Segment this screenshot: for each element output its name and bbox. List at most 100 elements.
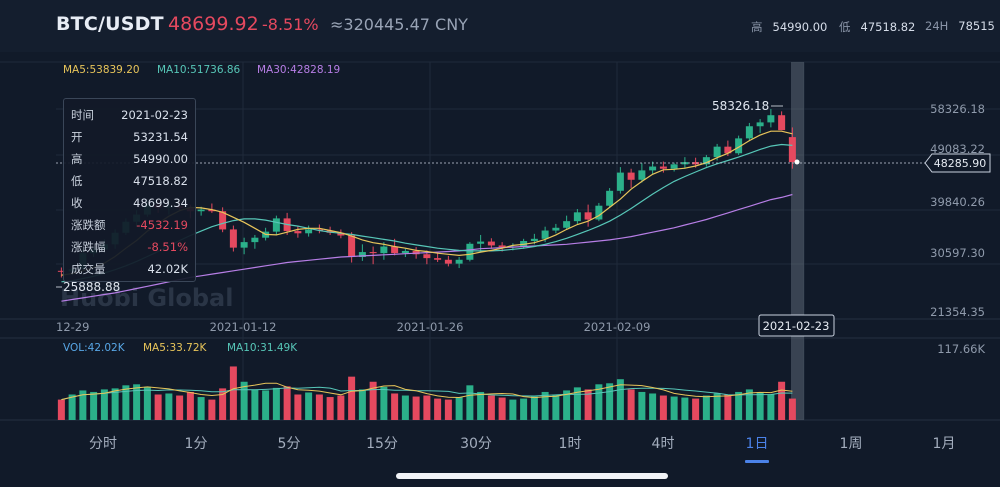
high-value: 54990.00 [772,20,828,34]
date-tick-label: 2021-02-09 [584,320,651,334]
volume-bar [563,390,571,420]
volume-bar [659,395,667,420]
volume-ma10-line [61,386,793,401]
volume-bar [638,391,646,420]
tooltip-value: 48699.34 [133,196,188,210]
volume-bar [692,398,700,420]
volume-bar [154,394,162,420]
interval-tab[interactable]: 30分 [460,436,492,452]
price-tick-label: 49083.22 [930,142,985,156]
price-tick-label: 58326.18 [930,102,985,116]
candle-body [563,221,571,228]
volume-bar [240,381,248,420]
candle-body [702,157,710,165]
volume-bar [584,389,592,420]
volume-bar [90,391,98,420]
low-value: 47518.82 [860,20,916,34]
cny-equivalent: ≈320445.47 CNY [330,15,468,34]
candle-body [337,232,345,236]
candle-body [767,115,775,123]
volume-bar [455,397,463,420]
legend-ma30: MA30:42828.19 [257,64,340,76]
volume-bar [520,398,528,420]
low-24h: 低 47518.82 [839,19,915,35]
tooltip-label: 涨跌额 [71,218,106,232]
tooltip-value: -4532.19 [136,218,188,232]
candle-body [229,229,237,248]
interval-tab[interactable]: 5分 [277,436,301,452]
candle-body [778,115,786,131]
vol24-label: 24H [925,19,949,33]
volume-bars [57,366,796,420]
tooltip-label: 时间 [71,108,94,122]
candle-body [358,252,366,258]
trading-pair[interactable]: BTC/USDT [56,13,164,35]
volume-bar [767,394,775,420]
tooltip-row: 低 47518.82 [71,170,188,192]
candle-body [240,242,248,248]
price-tick-label: 21354.35 [930,305,985,319]
date-axis: 12-29 2021-01-12 2021-01-26 2021-02-09 [56,320,650,334]
candle-body [627,172,635,180]
volume-bar [509,399,517,420]
crosshair-date-text: 2021-02-23 [763,319,830,333]
interval-tab[interactable]: 分时 [89,436,117,452]
tooltip-row: 成交量 42.02K [71,258,188,280]
volume-bar [606,383,614,420]
candle-body [391,246,399,254]
volume-bar [735,391,743,420]
tooltip-row: 涨跌幅 -8.51% [71,236,188,258]
tooltip-value: 47518.82 [133,174,188,188]
volume-bar [530,396,538,420]
volume-bar [143,386,151,420]
volume-bar [294,394,302,420]
candle-body [649,166,657,171]
interval-tab[interactable]: 15分 [366,436,398,452]
volume-ma-lines [61,382,793,401]
candle-body [434,258,442,260]
interval-tab[interactable]: 1分 [184,436,208,452]
date-tick-label: 2021-01-12 [210,320,277,334]
candle-body [606,190,614,206]
volume-bar [670,396,678,420]
interval-tab[interactable]: 1月 [932,436,956,452]
volume-bar [788,398,796,420]
volume-bar [122,385,130,420]
volume-bar [251,389,259,420]
kline-chart-svg[interactable]: Huobi Global 48285.90 58326.18 25888.88 … [0,52,1000,425]
volume-bar [724,394,732,420]
candle-body [670,164,678,169]
volume-bar [305,392,313,420]
tooltip-value: 42.02K [147,262,188,276]
volume-bar [272,387,280,420]
tooltip-row: 涨跌额 -4532.19 [71,214,188,236]
candle-body [197,209,205,212]
volume-bar [702,395,710,420]
interval-tabs: 分时 1分 5分 15分 30分 1时 4时 1日 1周 1月 [0,425,1000,467]
volume-ma5-line [61,382,793,401]
interval-tab[interactable]: 1时 [558,436,582,452]
volume-bar [326,397,334,420]
volume-bar [541,391,549,420]
interval-tab[interactable]: 1日 [745,436,769,452]
interval-tab[interactable]: 1周 [839,436,863,452]
volume-bar [176,395,184,420]
candle-body [444,259,452,264]
volume-bar [315,394,323,420]
candle-body [713,146,721,158]
interval-tab[interactable]: 4时 [651,436,675,452]
volume-bar [229,366,237,420]
low-label: 低 [839,20,851,34]
candle-body [455,259,463,264]
volume-axis-max: 117.66K [937,342,985,356]
volume-bar [466,385,474,420]
volume-bar [423,395,431,420]
kline-chart[interactable]: Huobi Global 48285.90 58326.18 25888.88 … [0,52,1000,425]
tooltip-label: 开 [71,130,83,144]
current-price-tag-text: 48285.90 [934,157,987,170]
home-indicator[interactable] [396,473,668,479]
candle-body [348,235,356,258]
tooltip-label: 收 [71,196,83,210]
candle-body [369,252,377,254]
tooltip-row: 开 53231.54 [71,126,188,148]
